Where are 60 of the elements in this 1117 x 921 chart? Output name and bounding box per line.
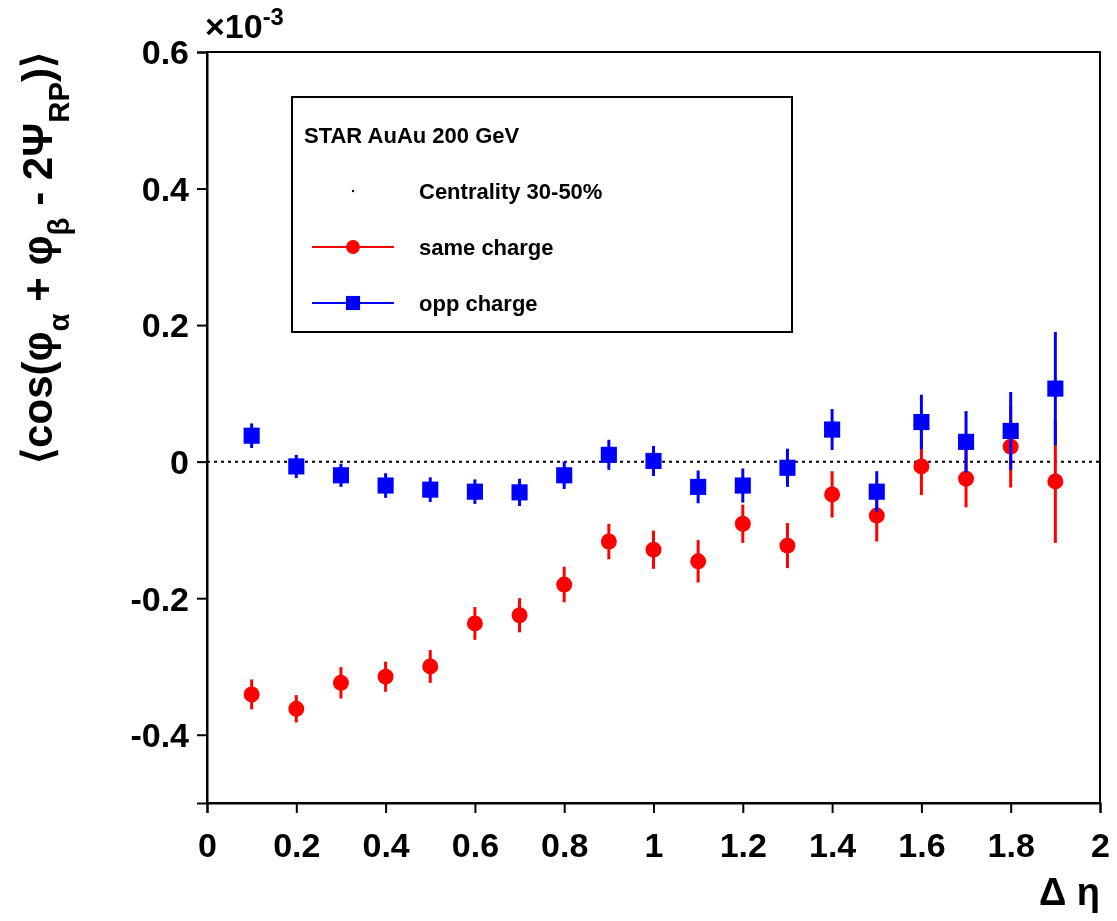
point [377, 477, 394, 494]
point [243, 427, 260, 444]
point [332, 467, 350, 484]
x-tick-label: 0.4 [362, 826, 410, 865]
point [1047, 380, 1064, 397]
point [779, 459, 796, 476]
legend-title: STAR AuAu 200 GeV [304, 123, 520, 148]
x-tick-label: 1.2 [719, 826, 767, 865]
y-tick-label: -0.4 [130, 716, 190, 755]
point [556, 467, 573, 484]
y-tick-label: 0.4 [141, 169, 190, 208]
x-tick-label: 1.4 [808, 826, 857, 865]
x-tick-label: 2 [1091, 826, 1110, 865]
point [288, 458, 305, 475]
point [734, 477, 751, 494]
point [690, 553, 707, 570]
legend-label: opp charge [419, 291, 538, 316]
y-tick-label: 0.6 [141, 33, 189, 72]
point [690, 478, 707, 495]
point [645, 452, 662, 470]
point [645, 541, 662, 558]
point [422, 658, 439, 675]
point [824, 421, 841, 438]
y-tick-label: 0.2 [141, 306, 189, 345]
point [1047, 473, 1064, 490]
annotation: Centrality 30-50% [419, 179, 603, 204]
text: ×10$^{-3}$ [205, 2, 284, 45]
x-tick-label: 1.8 [987, 826, 1035, 865]
point [422, 481, 439, 498]
point [377, 668, 394, 685]
point [600, 533, 617, 550]
point [824, 486, 841, 503]
point [1002, 422, 1019, 439]
point [511, 484, 528, 501]
point [243, 686, 260, 703]
point [913, 413, 930, 431]
point [600, 446, 617, 463]
point [779, 537, 796, 554]
point [511, 607, 528, 624]
point [958, 470, 975, 487]
point [868, 507, 885, 524]
x-axis-title: Δ η [1038, 871, 1100, 913]
legend-label: same charge [419, 235, 554, 260]
y-tick-label: 0 [170, 443, 189, 482]
y-tick-label: -0.2 [130, 579, 189, 618]
point [913, 458, 930, 475]
x-tick-label: 0.8 [541, 826, 589, 865]
x-tick-label: 1.6 [898, 826, 946, 865]
x-tick-label: 0 [198, 826, 217, 865]
point [332, 674, 349, 691]
x-tick-label: 0.6 [451, 826, 500, 865]
point [556, 576, 573, 593]
x-tick-label: 0.2 [273, 826, 321, 865]
point [466, 615, 483, 632]
point [288, 700, 305, 717]
point [466, 483, 483, 500]
x-tick-label: 1 [644, 826, 664, 865]
point [957, 433, 975, 450]
point [734, 515, 751, 532]
point [868, 483, 885, 500]
